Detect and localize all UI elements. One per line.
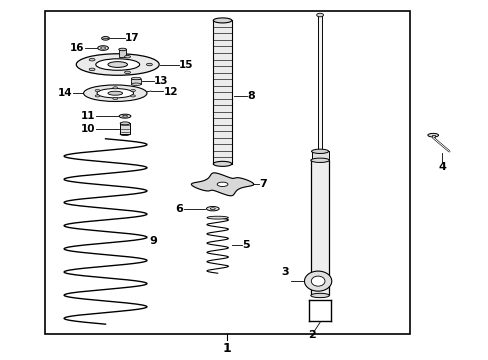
- Text: 16: 16: [70, 43, 84, 53]
- Text: 15: 15: [178, 59, 193, 69]
- Text: 12: 12: [163, 87, 178, 97]
- Text: 7: 7: [259, 179, 266, 189]
- Ellipse shape: [124, 71, 130, 74]
- Bar: [213, 21, 231, 164]
- Bar: [120, 123, 130, 134]
- Bar: [310, 160, 329, 296]
- Ellipse shape: [210, 208, 215, 210]
- Ellipse shape: [310, 293, 329, 298]
- Ellipse shape: [206, 216, 228, 219]
- Ellipse shape: [213, 18, 231, 23]
- Ellipse shape: [131, 83, 141, 86]
- Ellipse shape: [98, 46, 108, 50]
- Text: 14: 14: [58, 88, 73, 98]
- Bar: [131, 78, 141, 84]
- Ellipse shape: [131, 77, 141, 80]
- Bar: [311, 151, 328, 160]
- Ellipse shape: [316, 13, 323, 17]
- Ellipse shape: [206, 207, 219, 211]
- Ellipse shape: [130, 95, 135, 97]
- Ellipse shape: [95, 89, 100, 91]
- Text: 8: 8: [246, 91, 254, 101]
- Text: 6: 6: [175, 204, 183, 214]
- Ellipse shape: [119, 48, 126, 51]
- Ellipse shape: [89, 58, 95, 61]
- Text: 10: 10: [81, 124, 96, 134]
- Text: 13: 13: [154, 76, 168, 86]
- Ellipse shape: [213, 161, 231, 166]
- Ellipse shape: [95, 95, 100, 97]
- Ellipse shape: [97, 89, 133, 98]
- Ellipse shape: [89, 68, 95, 71]
- Ellipse shape: [124, 55, 130, 58]
- Ellipse shape: [119, 114, 131, 118]
- Ellipse shape: [108, 62, 127, 67]
- Bar: [431, 135, 434, 137]
- Ellipse shape: [113, 98, 118, 100]
- Ellipse shape: [120, 133, 130, 135]
- Ellipse shape: [113, 87, 118, 89]
- Bar: [318, 15, 321, 158]
- Ellipse shape: [427, 134, 438, 137]
- Ellipse shape: [146, 63, 152, 66]
- Ellipse shape: [76, 54, 159, 75]
- Ellipse shape: [102, 37, 109, 40]
- Bar: [119, 49, 126, 57]
- Ellipse shape: [310, 158, 329, 162]
- Ellipse shape: [217, 182, 227, 186]
- Text: 3: 3: [281, 267, 288, 277]
- Circle shape: [311, 276, 325, 286]
- Ellipse shape: [96, 59, 140, 70]
- Ellipse shape: [311, 149, 328, 153]
- Circle shape: [304, 271, 331, 291]
- Text: 17: 17: [125, 33, 140, 43]
- Polygon shape: [191, 173, 253, 196]
- Ellipse shape: [122, 115, 127, 117]
- Ellipse shape: [83, 85, 147, 102]
- Ellipse shape: [130, 89, 135, 91]
- Text: 11: 11: [81, 111, 96, 121]
- Ellipse shape: [120, 122, 130, 125]
- Ellipse shape: [108, 91, 122, 95]
- Ellipse shape: [101, 47, 105, 49]
- Text: 9: 9: [149, 236, 157, 246]
- Text: 5: 5: [242, 240, 249, 251]
- Bar: [44, 12, 409, 334]
- Text: 4: 4: [437, 162, 445, 172]
- Text: 2: 2: [308, 330, 316, 340]
- Text: 1: 1: [223, 342, 231, 355]
